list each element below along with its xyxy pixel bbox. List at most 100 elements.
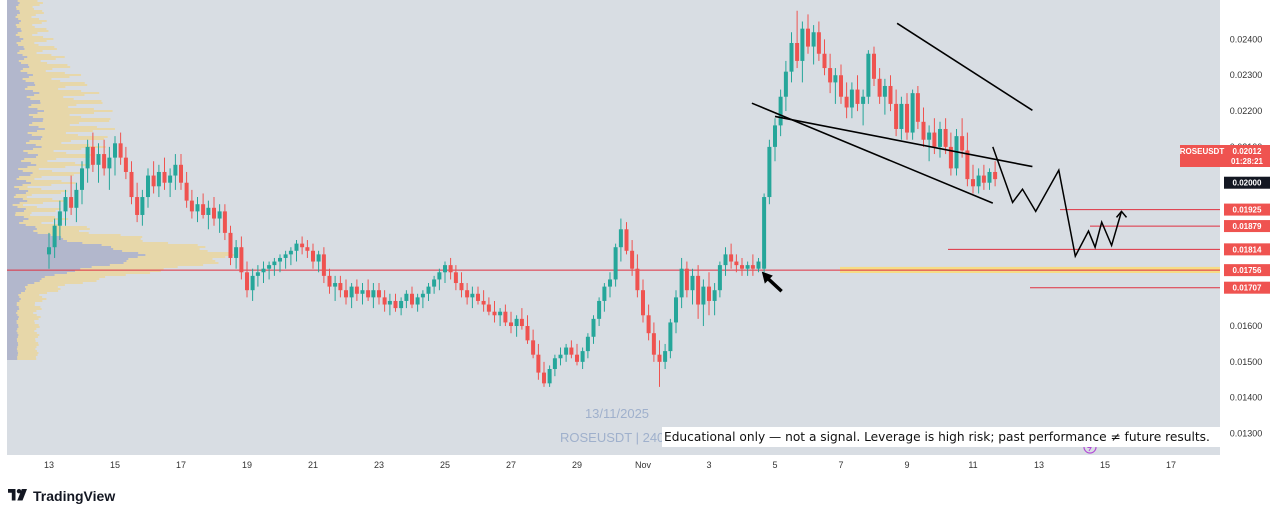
candle — [585, 333, 590, 359]
candle-body — [443, 265, 447, 273]
volume-profile-bar — [7, 234, 121, 236]
candle-body — [135, 197, 140, 215]
volume-profile-bar — [7, 238, 64, 240]
candle — [894, 89, 899, 137]
volume-profile-bar — [7, 120, 43, 122]
price-tick-label: 0.02200 — [1230, 106, 1263, 116]
volume-profile-bar — [7, 242, 83, 244]
candle — [278, 254, 282, 273]
candle — [393, 293, 398, 312]
trendline[interactable] — [751, 102, 994, 204]
volume-profile-bar — [7, 352, 39, 354]
volume-profile-bar — [7, 28, 21, 30]
volume-profile-bar — [7, 12, 44, 14]
volume-profile-bar — [7, 118, 44, 120]
candle — [630, 240, 635, 276]
candle-body — [816, 32, 821, 54]
candlestick-series — [47, 10, 998, 387]
candle — [371, 283, 376, 309]
projection-path[interactable] — [992, 146, 1123, 259]
volume-profile-bar — [7, 192, 62, 194]
volume-profile-bar — [7, 124, 29, 126]
candle — [613, 243, 618, 287]
candle-body — [531, 340, 536, 355]
candle — [877, 68, 882, 104]
candle-body — [85, 146, 90, 169]
candle — [993, 161, 998, 187]
volume-profile-bar — [7, 190, 29, 192]
candle-body — [938, 128, 942, 147]
volume-profile-bar — [7, 122, 80, 124]
volume-profile-bar — [7, 126, 97, 128]
tradingview-brand[interactable]: TradingView — [8, 486, 115, 506]
volume-profile-bar — [7, 228, 37, 230]
candle — [690, 268, 695, 305]
candle — [575, 343, 579, 366]
candle-body — [80, 168, 84, 190]
volume-profile-bar — [7, 60, 41, 62]
volume-profile-bar — [7, 78, 52, 80]
candle — [420, 290, 425, 309]
candle — [74, 182, 79, 223]
candle-body — [542, 372, 546, 384]
candle — [795, 10, 800, 69]
volume-profile-bar — [7, 236, 143, 238]
candle — [173, 154, 178, 190]
candle — [228, 225, 233, 266]
time-axis[interactable]: 13 15 17 19 21 23 25 27 29 Nov 3 5 7 9 11 13 15 17 — [44, 460, 1176, 470]
candle — [179, 154, 183, 190]
candle — [52, 218, 57, 258]
volume-profile-bar — [7, 70, 21, 72]
volume-profile-bar — [7, 108, 94, 110]
volume-profile-bar — [7, 304, 35, 306]
candle-body — [349, 286, 354, 298]
candle — [921, 107, 926, 147]
candle — [707, 272, 711, 316]
volume-profile-bar — [7, 28, 47, 30]
volume-profile-bar — [7, 268, 81, 270]
candle-body — [288, 250, 293, 255]
volume-profile-bar — [7, 204, 24, 206]
volume-profile-bar — [7, 64, 68, 66]
candle — [580, 347, 585, 370]
candle — [404, 290, 409, 309]
candle-body — [585, 336, 590, 352]
volume-profile-bar — [7, 312, 17, 314]
current-price-value: 0.02012 — [1233, 147, 1262, 156]
volume-profile-bar — [7, 8, 17, 10]
candle-body — [993, 171, 998, 180]
volume-profile-bar — [7, 62, 22, 64]
volume-profile-bar — [7, 104, 32, 106]
candle — [486, 297, 491, 316]
volume-profile-bar — [7, 44, 39, 46]
candle-body — [976, 175, 981, 187]
volume-profile-bar — [7, 224, 60, 226]
candle-body — [717, 265, 722, 291]
trendline[interactable] — [774, 115, 1033, 168]
candle-body — [470, 293, 475, 298]
candle-body — [90, 146, 95, 165]
candle — [778, 89, 783, 137]
volume-profile-bar — [7, 182, 76, 184]
volume-profile-bar — [7, 334, 40, 336]
volume-profile-bar — [7, 350, 18, 352]
candle — [283, 250, 288, 269]
candle — [976, 168, 981, 194]
candle-body — [712, 290, 717, 301]
trendline[interactable] — [896, 22, 1033, 112]
watermark-date: 13/11/2025 — [585, 406, 649, 421]
candle-body — [338, 283, 343, 291]
candle-body — [437, 272, 442, 280]
volume-profile-bar — [7, 188, 19, 190]
candle — [822, 39, 827, 76]
volume-profile-bar — [7, 324, 19, 326]
volume-profile-bar — [7, 2, 43, 4]
volume-profile-bar — [7, 4, 19, 6]
candle-body — [800, 28, 805, 61]
volume-profile-bar — [7, 268, 164, 270]
candle — [773, 118, 777, 162]
price-label-value: 0.01707 — [1233, 284, 1262, 293]
volume-profile-bar — [7, 142, 27, 144]
volume-profile-bar — [7, 158, 57, 160]
